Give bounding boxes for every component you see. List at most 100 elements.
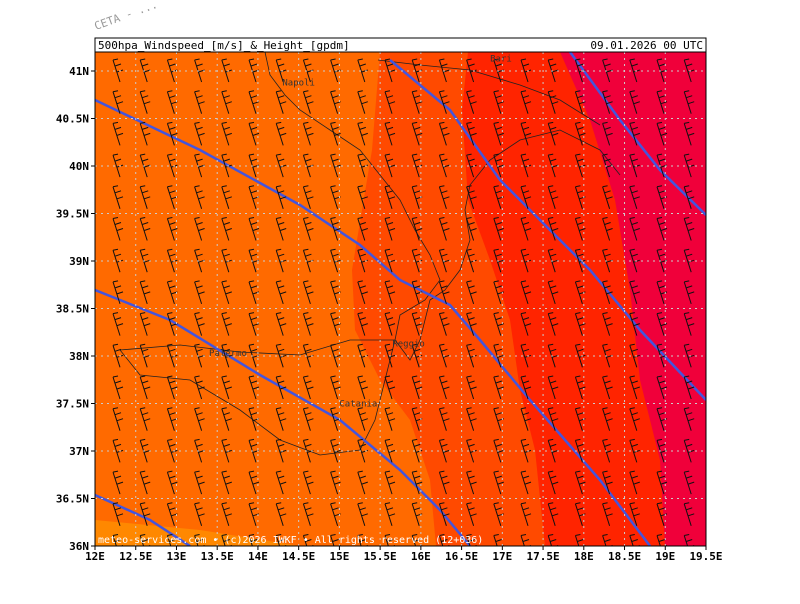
- wind-barb: [493, 185, 504, 209]
- wind-barb: [302, 90, 314, 114]
- wind-barb: [438, 312, 450, 336]
- wind-barb: [547, 90, 559, 114]
- wind-barb: [602, 375, 613, 400]
- wind-barb: [520, 343, 532, 368]
- wind-barb: [683, 121, 695, 146]
- wind-barb: [438, 407, 450, 431]
- wind-barb: [194, 312, 205, 336]
- color-bands: [95, 52, 706, 546]
- wind-barb: [520, 470, 532, 495]
- wind-barb: [384, 90, 396, 114]
- wind-barb: [683, 438, 695, 463]
- wind-barb: [520, 407, 532, 431]
- wind-barb: [574, 502, 586, 526]
- corner-label: CETA - ...: [93, 0, 160, 33]
- header-title: 500hpa_Windspeed_[m/s]_&_Height_[gpdm]: [98, 39, 350, 52]
- wind-barb: [602, 185, 613, 209]
- wind-barb: [248, 90, 260, 114]
- city-label: Catania: [339, 399, 377, 409]
- wind-barb: [547, 502, 559, 526]
- wind-barb: [221, 438, 232, 463]
- wind-barb: [466, 280, 477, 305]
- wind-barb: [629, 502, 640, 526]
- wind-barb: [275, 312, 287, 336]
- wind-barb: [683, 90, 695, 114]
- wind-barb: [574, 58, 586, 83]
- wind-barb: [384, 470, 396, 495]
- wind-barb: [629, 217, 640, 241]
- wind-barb: [629, 470, 640, 495]
- wind-barb: [384, 534, 396, 546]
- wind-barb: [656, 90, 668, 114]
- wind-barb: [411, 90, 423, 114]
- wind-barb: [520, 185, 532, 209]
- wind-barb: [438, 375, 450, 400]
- wind-barb: [602, 470, 613, 495]
- wind-barb: [112, 58, 124, 83]
- wind-barb: [221, 217, 232, 241]
- wind-barb: [275, 90, 287, 114]
- city-label: Bari: [490, 55, 512, 65]
- wind-barb: [166, 185, 178, 209]
- wind-barb: [493, 375, 504, 400]
- wind-barb: [384, 217, 396, 241]
- wind-barb: [112, 217, 124, 241]
- wind-barb: [384, 248, 396, 273]
- wind-barb: [112, 470, 124, 495]
- wind-barb: [466, 90, 477, 114]
- wind-barb: [357, 90, 368, 114]
- wind-barb: [656, 217, 668, 241]
- wind-barb: [330, 280, 341, 305]
- wind-barb: [384, 185, 396, 209]
- wind-barb: [466, 438, 477, 463]
- wind-barb: [384, 407, 396, 431]
- wind-barb: [166, 470, 178, 495]
- wind-barb: [683, 58, 695, 83]
- x-tick-label: 13.5E: [201, 550, 234, 563]
- wind-barb: [520, 438, 532, 463]
- wind-barb: [330, 343, 341, 368]
- wind-barb: [330, 153, 341, 178]
- wind-barb: [438, 534, 450, 546]
- wind-barb: [466, 153, 477, 178]
- wind-barb: [629, 407, 640, 431]
- wind-barb: [221, 343, 232, 368]
- wind-barb: [166, 343, 178, 368]
- wind-barb: [275, 343, 287, 368]
- wind-barb: [493, 407, 504, 431]
- wind-barb: [275, 534, 287, 546]
- wind-barb: [438, 121, 450, 146]
- wind-barb: [221, 470, 232, 495]
- wind-barb: [112, 280, 124, 305]
- wind-barb: [275, 502, 287, 526]
- header-date: 09.01.2026 00 UTC: [590, 39, 703, 52]
- wind-barb: [438, 470, 450, 495]
- wind-barb: [656, 312, 668, 336]
- wind-barb: [139, 470, 151, 495]
- wind-barb: [629, 438, 640, 463]
- wind-barb: [493, 121, 504, 146]
- wind-barb: [357, 248, 368, 273]
- wind-barb: [574, 470, 586, 495]
- wind-barb: [357, 343, 368, 368]
- wind-barb: [574, 90, 586, 114]
- wind-barb: [139, 90, 151, 114]
- wind-barb: [656, 534, 668, 546]
- wind-barb: [166, 438, 178, 463]
- wind-barb: [574, 312, 586, 336]
- wind-barb: [493, 534, 504, 546]
- wind-barb: [493, 280, 504, 305]
- wind-barb: [112, 407, 124, 431]
- wind-barb: [384, 58, 396, 83]
- x-tick-label: 16.5E: [445, 550, 478, 563]
- wind-barb: [248, 217, 260, 241]
- wind-barb: [520, 121, 532, 146]
- wind-barb: [683, 407, 695, 431]
- wind-barb: [112, 534, 124, 546]
- wind-barb: [248, 312, 260, 336]
- wind-barb: [302, 502, 314, 526]
- wind-barb: [275, 185, 287, 209]
- wind-barb: [602, 121, 613, 146]
- wind-barb: [330, 502, 341, 526]
- wind-barb: [629, 90, 640, 114]
